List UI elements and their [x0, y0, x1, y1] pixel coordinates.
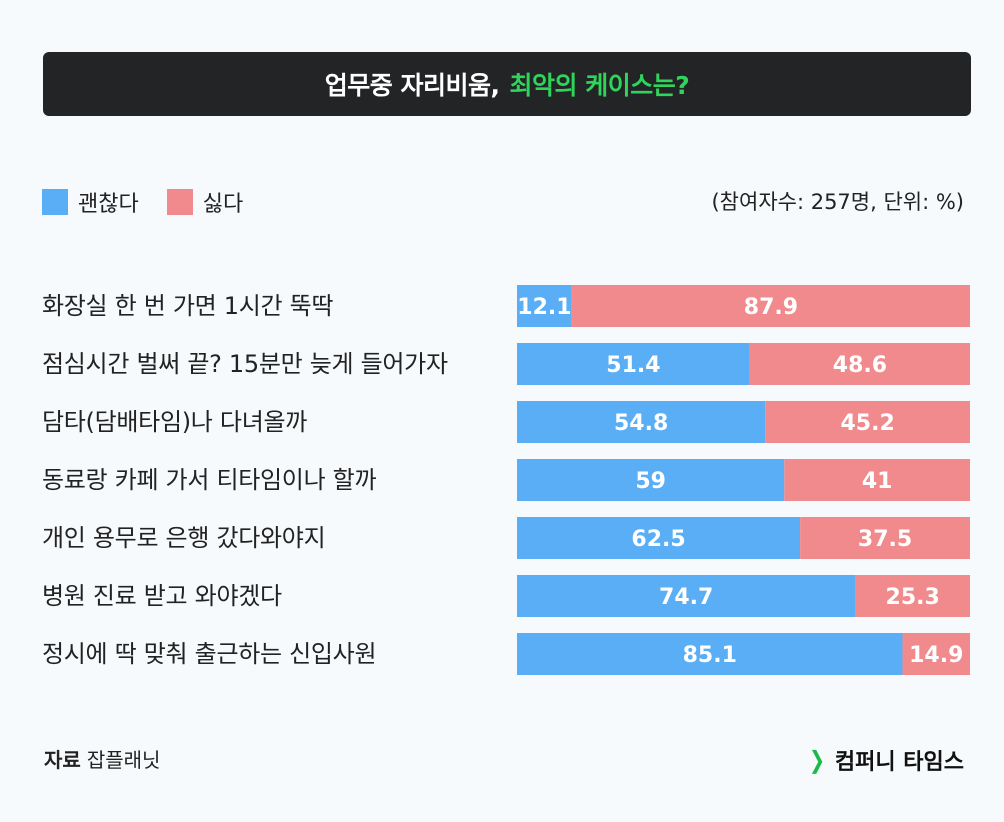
data-label-ok: 74.7: [659, 585, 713, 610]
data-label-ok: 12.1: [517, 295, 571, 320]
chart-title-main: 업무중 자리비움,: [324, 71, 500, 100]
legend-label-dislike: 싫다: [202, 192, 244, 217]
category-label: 담타(담배타임)나 다녀올까: [42, 408, 308, 436]
bar-ok: [517, 517, 801, 559]
legend-item-ok: 괜찮다: [42, 186, 139, 218]
bar-ok: [517, 401, 766, 443]
data-label-dislike: 37.5: [858, 527, 912, 552]
legend-item-dislike: 싫다: [166, 186, 244, 218]
data-label-dislike: 25.3: [886, 585, 940, 610]
bar-dislike: [749, 343, 970, 385]
data-label-dislike: 48.6: [833, 353, 887, 378]
data-label-ok: 62.5: [631, 527, 685, 552]
data-label-ok: 59: [635, 469, 666, 494]
bar-ok: [517, 459, 785, 501]
bar-ok: [517, 285, 572, 327]
source: 자료 잡플래닛: [44, 744, 160, 773]
bar-dislike: [784, 459, 970, 501]
sample-note: (참여자수: 257명, 단위: %): [711, 190, 964, 214]
source-value: 잡플래닛: [86, 748, 161, 772]
bar-dislike: [765, 401, 970, 443]
brand-name: 컴퍼니 타임스: [834, 750, 964, 775]
bar-dislike: [571, 285, 970, 327]
category-label: 정시에 딱 맞춰 출근하는 신입사원: [42, 640, 377, 668]
legend-swatch-ok: [42, 189, 68, 215]
data-label-dislike: 87.9: [744, 295, 798, 320]
legend-swatch-dislike: [166, 189, 193, 215]
category-label: 병원 진료 받고 와야겠다: [42, 582, 282, 610]
chart-title-highlight: 최악의 케이스는?: [509, 71, 690, 100]
bar-dislike: [855, 575, 970, 617]
brand-chevron-icon: ❯: [808, 746, 825, 774]
data-label-ok: 54.8: [614, 411, 668, 436]
chart-title: 업무중 자리비움, 최악의 케이스는?: [43, 52, 971, 116]
bar-ok: [517, 575, 856, 617]
brand-logo: ❯ 컴퍼니 타임스: [807, 744, 964, 776]
bar-ok: [517, 633, 903, 675]
legend-label-ok: 괜찮다: [78, 192, 139, 217]
category-label: 개인 용무로 은행 갔다와야지: [42, 524, 326, 552]
bar-dislike: [800, 517, 970, 559]
data-label-ok: 51.4: [606, 353, 660, 378]
legend: 괜찮다 싫다: [42, 186, 271, 218]
data-label-dislike: 45.2: [840, 411, 894, 436]
data-label-dislike: 14.9: [909, 643, 963, 668]
source-label: 자료: [44, 748, 81, 772]
data-label-ok: 85.1: [683, 643, 737, 668]
category-label: 동료랑 카페 가서 티타임이나 할까: [42, 466, 377, 494]
data-label-dislike: 41: [862, 469, 893, 494]
category-label: 점심시간 벌써 끝? 15분만 늦게 들어가자: [42, 350, 448, 378]
bar-ok: [517, 343, 750, 385]
category-label: 화장실 한 번 가면 1시간 뚝딱: [42, 292, 334, 320]
bar-dislike: [902, 633, 970, 675]
